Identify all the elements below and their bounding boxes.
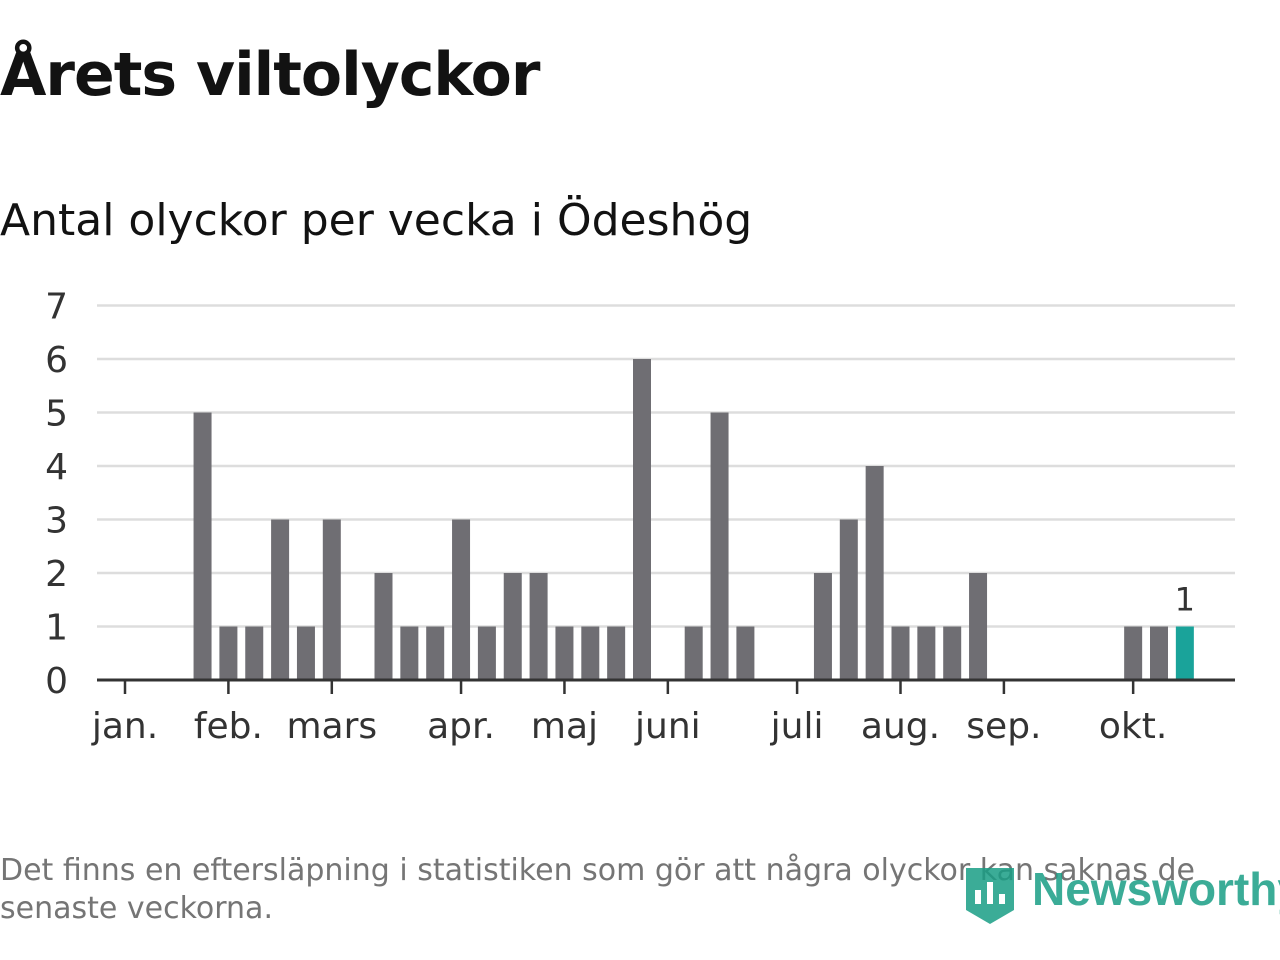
y-tick-label: 2 [45, 554, 68, 595]
x-tick-label: jan. [91, 706, 158, 747]
brand-name: Newsworthy [1032, 863, 1280, 915]
gridlines [97, 304, 1235, 628]
bar [865, 466, 884, 680]
bar [529, 573, 548, 680]
bar [322, 519, 341, 680]
newsworthy-chart-icon [966, 868, 1014, 924]
bar [943, 626, 962, 680]
bar [426, 626, 445, 680]
y-tick-label: 4 [45, 447, 68, 488]
chart-subtitle: Antal olyckor per vecka i Ödeshög [0, 195, 753, 246]
bar [710, 412, 729, 680]
y-tick-label: 6 [45, 340, 68, 381]
x-tick-label: feb. [194, 706, 263, 747]
bar [193, 412, 212, 680]
bar [374, 573, 393, 680]
x-tick-label: mars [286, 706, 377, 747]
bar-chart: 0 1 2 3 4 5 6 7 jan. feb. mars apr. maj juni juli aug.… [45, 287, 1235, 747]
y-tick-label: 1 [45, 608, 68, 649]
bar [477, 626, 496, 680]
bar [503, 573, 522, 680]
bar [813, 573, 832, 680]
data-labels: 1 [1175, 581, 1195, 619]
y-tick-label: 7 [45, 287, 68, 328]
bar [891, 626, 910, 680]
bar [917, 626, 936, 680]
bar [581, 626, 600, 680]
bar [969, 573, 988, 680]
bar [271, 519, 290, 680]
bar [839, 519, 858, 680]
x-tick-label: maj [531, 706, 598, 747]
bar [296, 626, 315, 680]
x-tick-label: apr. [427, 706, 495, 747]
y-tick-label: 3 [45, 501, 68, 542]
x-tick-label: okt. [1099, 706, 1167, 747]
y-axis-ticks: 0 1 2 3 4 5 6 7 [45, 287, 68, 703]
y-tick-label: 0 [45, 661, 68, 702]
x-axis: jan. feb. mars apr. maj juni juli aug. sep. okt. [91, 678, 1235, 747]
y-tick-label: 5 [45, 394, 68, 435]
x-tick-label: juni [634, 706, 701, 747]
footnote: Det finns en eftersläpning i statistiken… [0, 853, 1195, 926]
bar [400, 626, 419, 680]
x-tick-label: aug. [861, 706, 940, 747]
bar [452, 519, 471, 680]
bar-highlight [1175, 626, 1194, 680]
bars [193, 359, 1194, 680]
bar [633, 359, 651, 680]
bar [1150, 626, 1168, 680]
data-label: 1 [1175, 581, 1195, 619]
newsworthy-logo: Newsworthy [962, 862, 1280, 932]
bar [684, 626, 703, 680]
chart-title: Årets viltolyckor [0, 40, 540, 110]
x-tick-label: juli [770, 706, 824, 747]
x-tick-label: sep. [966, 706, 1041, 747]
bar [736, 626, 755, 680]
bar [555, 626, 574, 680]
bar [607, 626, 626, 680]
bar [219, 626, 238, 680]
bar [1124, 626, 1143, 680]
bar [245, 626, 264, 680]
